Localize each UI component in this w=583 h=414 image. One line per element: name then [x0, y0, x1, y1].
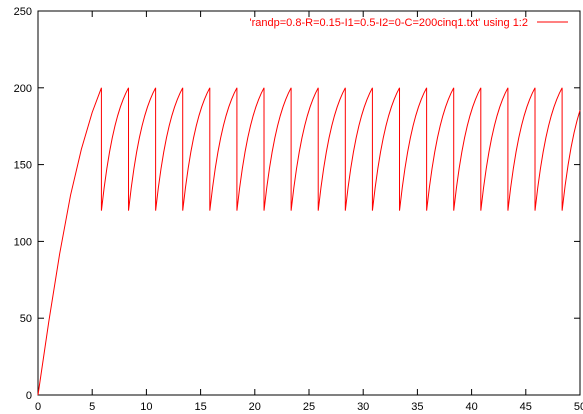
legend-label: 'randp=0.8-R=0.15-I1=0.5-I2=0-C=200cinq1… — [250, 17, 528, 29]
plot-frame — [37, 10, 581, 396]
x-tick-label: 30 — [357, 401, 369, 413]
x-tick-label: 35 — [411, 401, 423, 413]
x-tick-label: 25 — [303, 401, 315, 413]
x-tick-label: 50 — [574, 401, 583, 413]
x-tick-label: 45 — [520, 401, 532, 413]
legend: 'randp=0.8-R=0.15-I1=0.5-I2=0-C=200cinq1… — [250, 17, 568, 29]
y-tick-label: 100 — [14, 236, 32, 248]
y-tick-label: 250 — [14, 6, 32, 18]
series-line — [37, 87, 581, 396]
x-tick-label: 20 — [249, 401, 261, 413]
y-tick-label: 150 — [14, 160, 32, 172]
y-tick-label: 200 — [14, 83, 32, 95]
x-tick-label: 40 — [465, 401, 477, 413]
tick-marks — [37, 10, 581, 396]
x-tick-label: 15 — [194, 401, 206, 413]
x-tick-label: 0 — [35, 401, 41, 413]
y-tick-label: 0 — [26, 390, 32, 402]
y-tick-labels: 0 50 100 150 200 250 — [14, 6, 32, 402]
x-tick-labels: 0 5 10 15 20 25 30 35 40 45 50 — [35, 401, 583, 413]
x-tick-label: 5 — [89, 401, 95, 413]
y-tick-label: 50 — [20, 313, 32, 325]
x-tick-label: 10 — [140, 401, 152, 413]
